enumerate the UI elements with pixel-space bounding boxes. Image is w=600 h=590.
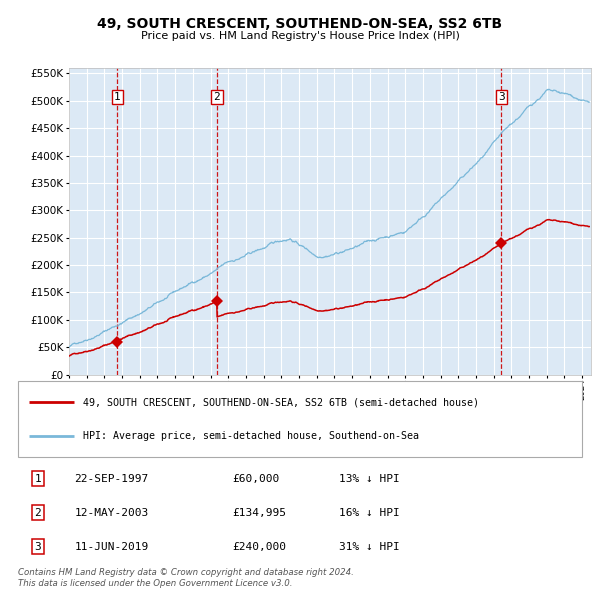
Text: £240,000: £240,000 — [232, 542, 286, 552]
Text: 2: 2 — [214, 92, 220, 102]
Text: 1: 1 — [114, 92, 121, 102]
Text: 3: 3 — [34, 542, 41, 552]
Text: Price paid vs. HM Land Registry's House Price Index (HPI): Price paid vs. HM Land Registry's House … — [140, 31, 460, 41]
FancyBboxPatch shape — [18, 381, 582, 457]
Text: 12-MAY-2003: 12-MAY-2003 — [74, 508, 149, 517]
Text: £60,000: £60,000 — [232, 474, 280, 484]
Text: 11-JUN-2019: 11-JUN-2019 — [74, 542, 149, 552]
Text: 16% ↓ HPI: 16% ↓ HPI — [340, 508, 400, 517]
Text: 3: 3 — [498, 92, 505, 102]
Text: 2: 2 — [34, 508, 41, 517]
Text: 49, SOUTH CRESCENT, SOUTHEND-ON-SEA, SS2 6TB: 49, SOUTH CRESCENT, SOUTHEND-ON-SEA, SS2… — [97, 17, 503, 31]
Text: 22-SEP-1997: 22-SEP-1997 — [74, 474, 149, 484]
Text: 31% ↓ HPI: 31% ↓ HPI — [340, 542, 400, 552]
Text: Contains HM Land Registry data © Crown copyright and database right 2024.: Contains HM Land Registry data © Crown c… — [18, 568, 354, 576]
Text: 13% ↓ HPI: 13% ↓ HPI — [340, 474, 400, 484]
Text: This data is licensed under the Open Government Licence v3.0.: This data is licensed under the Open Gov… — [18, 579, 293, 588]
Text: HPI: Average price, semi-detached house, Southend-on-Sea: HPI: Average price, semi-detached house,… — [83, 431, 419, 441]
Text: £134,995: £134,995 — [232, 508, 286, 517]
Text: 1: 1 — [34, 474, 41, 484]
Text: 49, SOUTH CRESCENT, SOUTHEND-ON-SEA, SS2 6TB (semi-detached house): 49, SOUTH CRESCENT, SOUTHEND-ON-SEA, SS2… — [83, 397, 479, 407]
